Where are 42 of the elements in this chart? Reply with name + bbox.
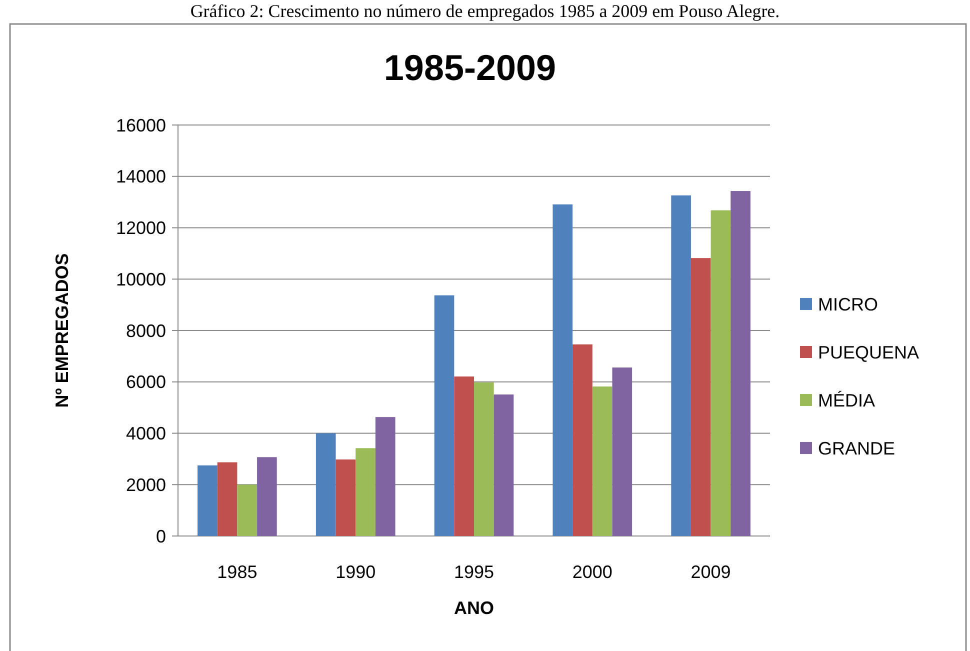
bar: [730, 191, 750, 536]
bar: [552, 204, 573, 536]
bar: [454, 376, 474, 536]
legend-label: PUEQUENA: [818, 342, 920, 362]
x-axis-title: ANO: [454, 598, 494, 618]
y-tick-label: 10000: [116, 269, 166, 290]
bar: [336, 459, 356, 536]
y-axis-title: Nº EMPREGADOS: [52, 253, 72, 408]
x-tick-label: 1990: [336, 562, 376, 582]
y-tick-label: 4000: [126, 424, 166, 444]
chart-title: 1985-2009: [384, 47, 556, 88]
bar: [316, 433, 336, 536]
x-tick-label: 2009: [690, 562, 731, 582]
bar: [474, 382, 494, 536]
legend-label: MICRO: [818, 294, 878, 314]
y-tick-label: 0: [156, 526, 166, 546]
bar: [592, 386, 612, 536]
y-tick-label: 12000: [116, 218, 166, 238]
bar: [198, 465, 218, 536]
bar: [434, 295, 454, 536]
bar: [572, 344, 592, 536]
y-tick-label: 6000: [126, 372, 166, 392]
text: Gráfico 2: Crescimento no número de empregados 1985 a 2009 em Pouso Alegre.: [190, 1, 780, 21]
y-tick-label: 8000: [126, 320, 166, 341]
legend-label: MÉDIA: [818, 390, 876, 410]
bar: [375, 417, 396, 536]
bar: [671, 195, 691, 536]
x-tick-label: 2000: [572, 562, 612, 582]
bar: [690, 258, 711, 536]
bar: [237, 484, 258, 536]
bar: [356, 448, 376, 536]
bar: [257, 457, 277, 536]
y-tick-label: 2000: [126, 474, 166, 495]
y-tick-label: 14000: [116, 166, 166, 187]
bar: [710, 210, 731, 536]
bar: [217, 462, 238, 536]
bar: [494, 394, 514, 536]
bar: [612, 367, 632, 536]
legend-label: GRANDE: [818, 438, 896, 458]
x-tick-label: 1995: [454, 562, 494, 582]
x-tick-label: 1985: [217, 562, 258, 582]
y-tick-label: 16000: [116, 115, 166, 136]
